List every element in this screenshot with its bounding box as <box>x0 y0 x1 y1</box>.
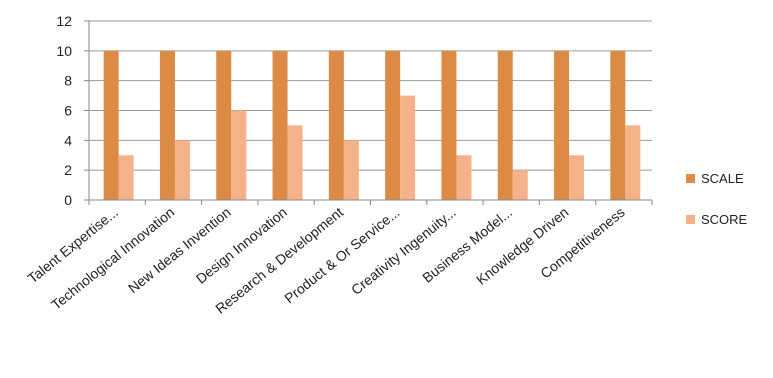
bars <box>103 50 641 201</box>
bar-scale <box>554 50 570 201</box>
y-tick-label: 0 <box>64 192 72 208</box>
legend-item-scale: SCALE <box>686 168 747 188</box>
x-tick-labels: Talent Expertise...Technological Innovat… <box>24 204 627 317</box>
y-tick-label: 8 <box>64 73 72 89</box>
bar-scale <box>385 50 401 201</box>
x-tick-label: Knowledge Driven <box>473 204 571 288</box>
x-tick-label: Creativity Ingenuity... <box>348 204 459 298</box>
y-tick-label: 4 <box>64 132 72 148</box>
bar-score <box>400 95 416 200</box>
bar-score <box>231 110 247 200</box>
legend-label-score: SCORE <box>701 211 748 227</box>
bar-score <box>118 155 134 200</box>
bar-scale <box>216 50 232 201</box>
legend-item-score: SCORE <box>686 209 747 229</box>
axes <box>84 20 653 205</box>
bar-scale <box>159 50 175 201</box>
y-tick-label: 10 <box>56 43 72 59</box>
bar-score <box>287 125 303 200</box>
y-tick-label: 2 <box>64 162 72 178</box>
bar-scale <box>610 50 626 201</box>
y-tick-label: 6 <box>64 103 72 119</box>
bar-score <box>456 155 472 200</box>
bar-score <box>343 140 359 200</box>
legend-swatch-scale <box>686 173 695 183</box>
bar-score <box>625 125 641 200</box>
x-tick-label: Talent Expertise... <box>24 204 121 286</box>
bar-scale <box>103 50 119 201</box>
y-tick-labels: 0 2 4 6 8 10 12 <box>56 13 72 208</box>
bar-scale <box>497 50 513 201</box>
x-tick-label: New Ideas Invention <box>125 204 234 296</box>
legend-label-scale: SCALE <box>701 170 744 186</box>
bar-scale <box>272 50 288 201</box>
bar-score <box>569 155 585 200</box>
bar-scale <box>441 50 457 201</box>
legend: SCALE SCORE <box>686 168 747 250</box>
bar-score <box>174 140 190 200</box>
legend-swatch-score <box>686 214 695 224</box>
bar-scale <box>328 50 344 201</box>
y-tick-label: 12 <box>56 13 72 29</box>
bar-score <box>512 170 528 200</box>
